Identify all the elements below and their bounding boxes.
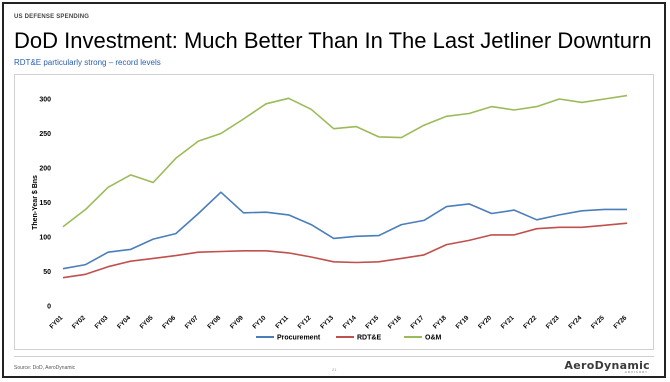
company-logo: AeroDynamic ADVISORY: [564, 359, 650, 374]
x-tick-label: FY17: [409, 314, 425, 330]
slide: US DEFENSE SPENDING DoD Investment: Much…: [2, 2, 666, 378]
x-tick-label: FY01: [48, 314, 64, 330]
x-tick-label: FY25: [590, 314, 606, 330]
legend-label-rdt-e: RDT&E: [357, 335, 381, 342]
x-tick-label: FY05: [139, 314, 155, 330]
line-chart: 0 50 100 150 200 250 300 Then-Year $ Bns FY01 FY0…: [32, 94, 629, 342]
series-line-rdt-e: [62, 222, 628, 279]
x-tick-label: FY11: [274, 314, 290, 330]
y-tick-label: 150: [39, 200, 51, 207]
x-tick-label: FY22: [522, 314, 538, 330]
y-tick-label: 300: [39, 97, 51, 104]
x-tick-label: FY06: [161, 314, 177, 330]
x-tick-label: FY26: [612, 314, 628, 330]
x-tick-label: FY03: [94, 314, 110, 330]
y-tick-label: 50: [43, 269, 51, 276]
logo-text: AeroDynamic: [564, 359, 650, 372]
page-title: DoD Investment: Much Better Than In The …: [14, 28, 652, 53]
x-tick-label: FY14: [342, 314, 358, 330]
y-tick-label: 100: [39, 235, 51, 242]
x-tick-label: FY20: [477, 314, 493, 330]
logo-subtext: ADVISORY: [624, 370, 648, 374]
x-tick-label: FY13: [319, 314, 335, 330]
x-tick-label: FY15: [364, 314, 380, 330]
section-tag: US DEFENSE SPENDING: [14, 14, 90, 20]
page-number: 21: [332, 367, 337, 372]
y-axis-label: Then-Year $ Bns: [32, 175, 39, 230]
x-tick-label: FY21: [500, 314, 516, 330]
legend-label-procurement: Procurement: [277, 335, 321, 342]
x-tick-label: FY19: [455, 314, 471, 330]
series-line-procurement: [62, 191, 627, 270]
page-subtitle: RDT&E particularly strong – record level…: [14, 58, 161, 67]
x-tick-label: FY08: [206, 314, 222, 330]
y-tick-label: 0: [47, 304, 51, 311]
x-tick-label: FY18: [432, 314, 448, 330]
y-tick-label: 200: [39, 166, 51, 173]
chart-frame: 0 50 100 150 200 250 300 Then-Year $ Bns FY01 FY0…: [14, 74, 654, 350]
footer-divider: [14, 356, 654, 357]
legend-label-o-m: O&M: [425, 335, 442, 342]
x-tick-label: FY24: [567, 314, 583, 330]
x-tick-label: FY09: [229, 314, 245, 330]
x-tick-label: FY04: [116, 314, 132, 330]
x-tick-label: FY12: [297, 314, 313, 330]
x-tick-label: FY16: [387, 314, 403, 330]
x-tick-label: FY10: [252, 314, 268, 330]
series-line-o-m: [62, 94, 628, 228]
y-tick-label: 250: [39, 131, 51, 138]
source-note: Source: DoD, AeroDynamic: [14, 365, 76, 371]
x-tick-label: FY07: [184, 314, 200, 330]
x-tick-label: FY02: [71, 314, 87, 330]
x-tick-label: FY23: [545, 314, 561, 330]
